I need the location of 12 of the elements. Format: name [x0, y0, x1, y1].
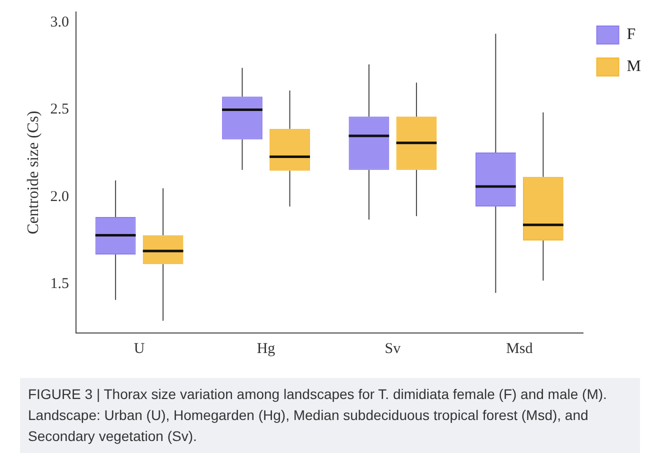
- y-tick-label: 3.0: [50, 14, 69, 30]
- x-tick-label: U: [134, 340, 145, 357]
- x-tick-label: Msd: [506, 340, 534, 357]
- x-tick-label: Hg: [256, 340, 276, 357]
- y-tick-label: 1.5: [50, 276, 69, 292]
- caption: FIGURE 3 | Thorax size variation among landscapes for T. dimidiata female (F) and male (M). Landscape: Urban (U), Homegarden (Hg), Median subdeciduous tropical forest (Msd), and Secondary vegetation (Sv).: [20, 378, 640, 453]
- legend-label: M: [626, 58, 642, 76]
- legend-label: F: [626, 26, 636, 44]
- y-tick-label: 2.5: [50, 102, 69, 118]
- x-tick-label: Sv: [384, 340, 402, 357]
- y-axis-title: Centroide size (Cs): [24, 110, 42, 234]
- y-tick-label: 2.0: [50, 188, 69, 205]
